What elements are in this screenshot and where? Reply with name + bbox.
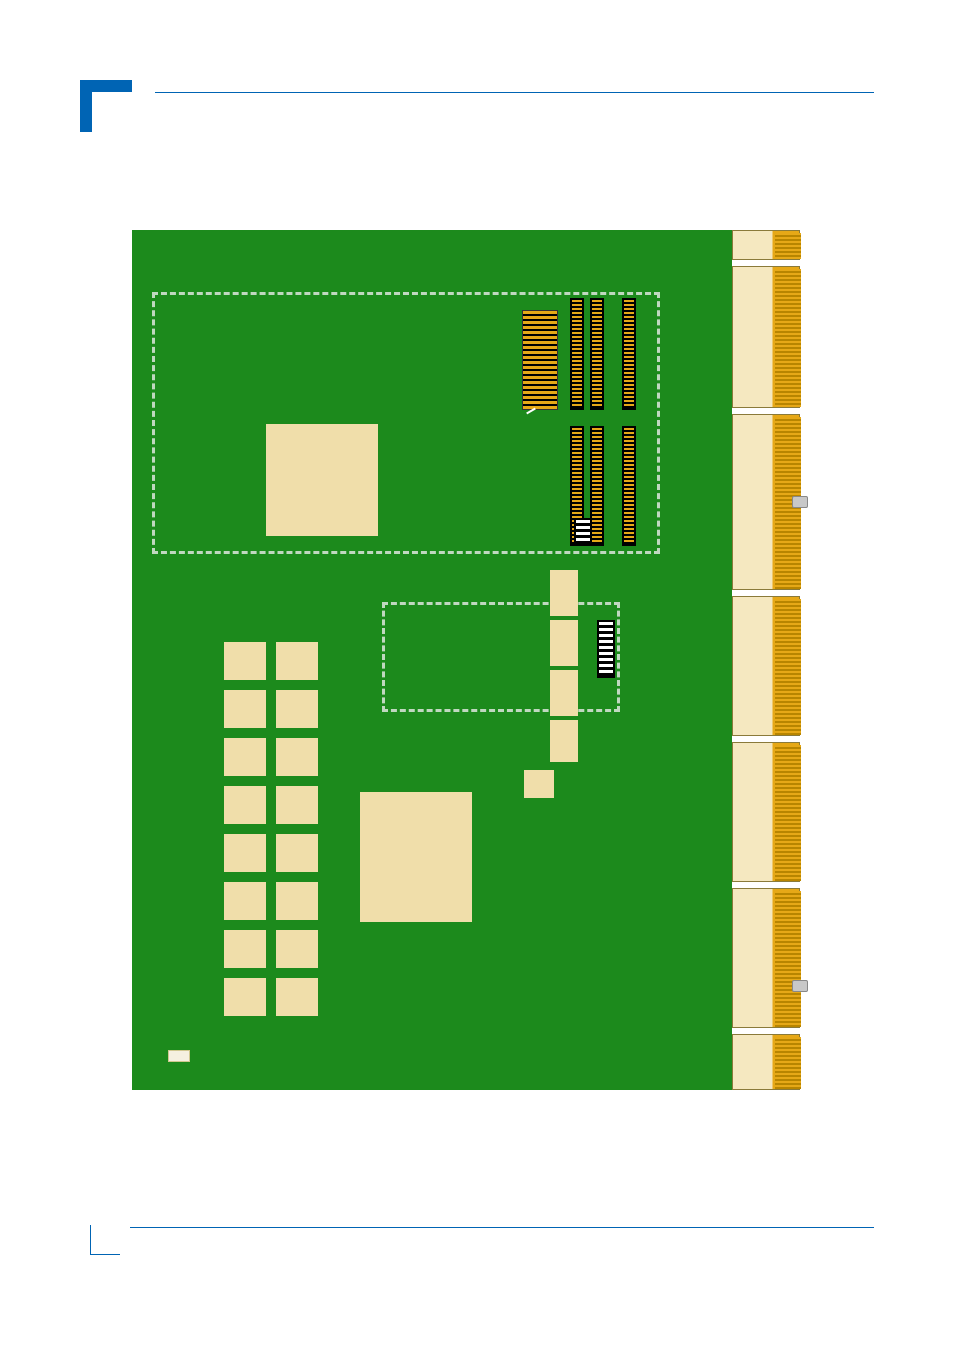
edge-segment — [732, 414, 800, 590]
pcb-board — [132, 230, 732, 1090]
mem-chip — [276, 690, 318, 728]
edge-segment — [732, 742, 800, 882]
dip-switch — [574, 518, 592, 546]
memory-grid — [224, 642, 318, 1016]
dashed-region-mid — [382, 602, 620, 712]
footer-corner — [90, 1225, 120, 1255]
mem-chip — [276, 738, 318, 776]
footer-rule — [130, 1227, 874, 1228]
mem-chip — [224, 930, 266, 968]
tan-block — [550, 670, 578, 716]
edge-segment — [732, 230, 800, 260]
tan-block — [524, 770, 554, 798]
mem-chip — [224, 738, 266, 776]
mem-chip — [224, 978, 266, 1016]
mem-chip — [224, 690, 266, 728]
main-connector-block — [522, 310, 558, 410]
gold-strip — [570, 298, 584, 410]
gold-strip — [622, 426, 636, 546]
gold-strip — [590, 298, 604, 410]
header-pins — [597, 620, 615, 678]
large-chip-1 — [266, 424, 378, 536]
tan-block — [550, 570, 578, 616]
edge-segment — [732, 266, 800, 408]
header-rule — [155, 92, 874, 93]
mem-chip — [276, 978, 318, 1016]
mem-chip — [276, 786, 318, 824]
mem-chip — [276, 882, 318, 920]
edge-latch — [792, 496, 808, 508]
mem-chip — [224, 882, 266, 920]
mem-chip — [276, 930, 318, 968]
small-component — [168, 1050, 190, 1062]
edge-segment — [732, 1034, 800, 1090]
mem-chip — [224, 642, 266, 680]
mem-chip — [224, 786, 266, 824]
mem-chip — [276, 834, 318, 872]
tan-block — [550, 620, 578, 666]
edge-latch — [792, 980, 808, 992]
mem-chip — [276, 642, 318, 680]
brand-logo — [80, 80, 132, 132]
edge-segment — [732, 888, 800, 1028]
edge-segment — [732, 596, 800, 736]
tan-block — [550, 720, 578, 762]
mem-chip — [224, 834, 266, 872]
gold-strip — [622, 298, 636, 410]
large-chip-2 — [360, 792, 472, 922]
edge-connectors — [732, 230, 800, 1090]
gold-strip — [590, 426, 604, 546]
